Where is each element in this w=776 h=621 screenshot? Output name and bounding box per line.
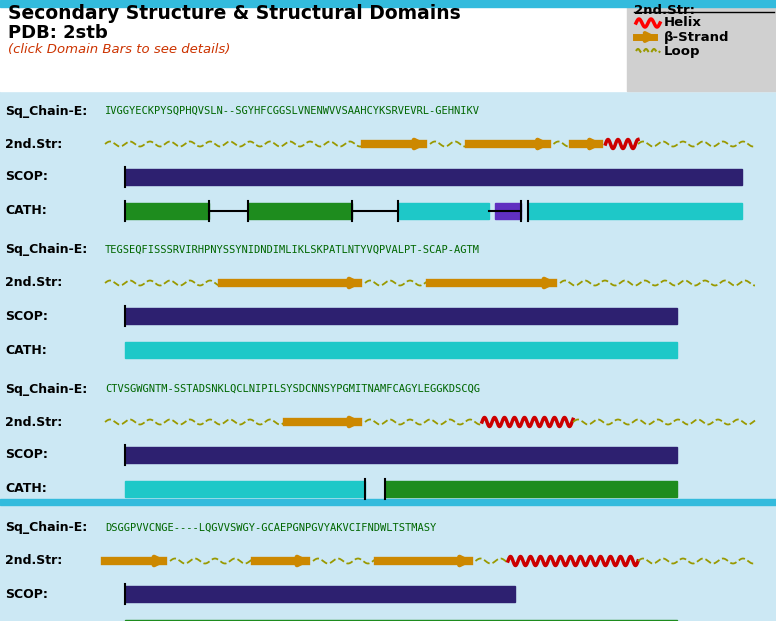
Bar [384,481,677,497]
Bar [627,0,776,91]
Text: CTVSGWGNTM-SSTADSNKLQCLNIPILSYSDCNNSYPGMITNAMFCAGYLEGGKDSCQG: CTVSGWGNTM-SSTADSNKLQCLNIPILSYSDCNNSYPGM… [105,384,480,394]
Bar [124,169,742,185]
Bar [397,203,489,219]
Text: Sq_Chain-E:: Sq_Chain-E: [5,104,87,117]
Bar [124,308,677,324]
Text: SCOP:: SCOP: [5,171,48,183]
Bar [528,203,742,219]
Bar [124,481,365,497]
Text: Sq_Chain-E:: Sq_Chain-E: [5,522,87,535]
Text: 2nd.Str:: 2nd.Str: [5,137,62,150]
Text: Sq_Chain-E:: Sq_Chain-E: [5,383,87,396]
Text: PDB: 2stb: PDB: 2stb [8,24,108,42]
Text: 2nd.Str:: 2nd.Str: [634,4,695,17]
Bar [124,203,209,219]
Text: β-Strand: β-Strand [664,30,729,43]
Bar [0,0,776,7]
Text: 2nd.Str:: 2nd.Str: [5,276,62,289]
Bar [248,203,352,219]
Text: CATH:: CATH: [5,343,47,356]
Text: 2nd.Str:: 2nd.Str: [5,555,62,568]
Bar [124,620,677,621]
Text: DSGGPVVCNGE----LQGVVSWGY-GCAEPGNPGVYAKVCIFNDWLTSTMASY: DSGGPVVCNGE----LQGVVSWGY-GCAEPGNPGVYAKVC… [105,523,436,533]
Text: SCOP:: SCOP: [5,448,48,461]
Text: Loop: Loop [664,45,701,58]
Bar [0,499,776,505]
Text: IVGGYECKPYSQPHQVSLN--SGYHFCGGSLVNENWVVSAAHCYKSRVEVRL-GEHNIKV: IVGGYECKPYSQPHQVSLN--SGYHFCGGSLVNENWVVSA… [105,106,480,116]
Text: TEGSEQFISSSRVIRHPNYSSYNIDNDIMLIKLSKPATLNTYVQPVALPT-SCAP-AGTM: TEGSEQFISSSRVIRHPNYSSYNIDNDIMLIKLSKPATLN… [105,245,480,255]
Text: Helix: Helix [664,17,702,30]
Text: CATH:: CATH: [5,483,47,496]
Text: 2nd.Str:: 2nd.Str: [5,415,62,428]
Bar [0,0,776,91]
Bar [124,447,677,463]
Text: CATH:: CATH: [5,204,47,217]
Text: Secondary Structure & Structural Domains: Secondary Structure & Structural Domains [8,4,461,23]
Text: SCOP:: SCOP: [5,309,48,322]
Text: SCOP:: SCOP: [5,587,48,601]
Text: Sq_Chain-E:: Sq_Chain-E: [5,243,87,256]
Bar [495,203,521,219]
Text: (click Domain Bars to see details): (click Domain Bars to see details) [8,43,230,56]
Bar [124,342,677,358]
Bar [124,586,514,602]
